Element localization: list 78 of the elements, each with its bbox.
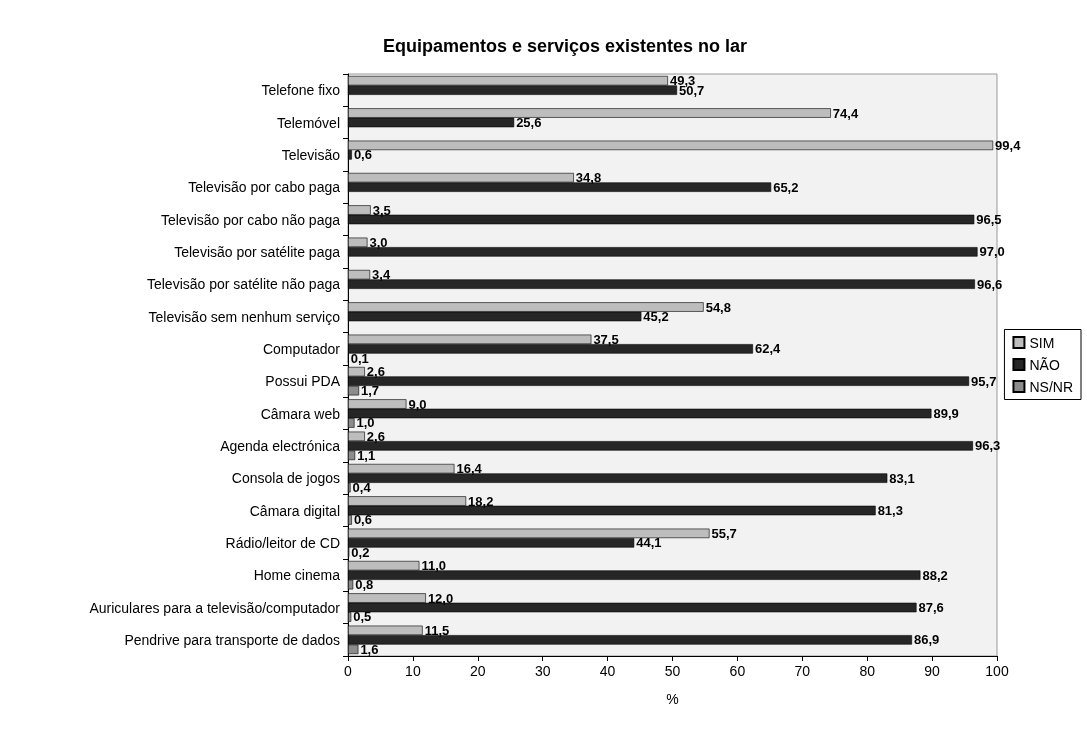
y-tick-label: Auriculares para a televisão/computador: [89, 599, 341, 616]
data-label: 55,7: [711, 525, 737, 541]
data-label: 9,0: [408, 396, 427, 412]
data-label: 11,5: [424, 622, 450, 638]
data-label: 96,5: [976, 212, 1002, 227]
x-axis-title: %: [666, 691, 679, 707]
y-tick-label: Televisão por satélite não paga: [146, 276, 341, 293]
y-tick-label: Computador: [262, 340, 341, 357]
data-label: 81,3: [877, 503, 903, 518]
x-tick-label: 40: [599, 663, 616, 679]
y-tick-label: Agenda electrónica: [220, 437, 341, 454]
data-label: 0,8: [355, 577, 374, 593]
data-label: 37,5: [593, 331, 619, 347]
data-label: 88,2: [922, 567, 948, 583]
data-label: 62,4: [754, 341, 782, 357]
x-tick-label: 80: [859, 663, 876, 679]
data-label: 45,2: [643, 309, 669, 324]
x-tick-label: 20: [470, 663, 486, 679]
y-tick-label: Rádio/leitor de CD: [225, 534, 340, 551]
legend-label: NÃO: [1029, 356, 1060, 373]
data-label: 54,8: [705, 299, 731, 315]
x-tick-label: 10: [405, 663, 421, 679]
y-tick-label: Televisão por satélite paga: [174, 243, 341, 260]
x-tick-label: 0: [344, 663, 353, 679]
data-label: 96,6: [976, 276, 1003, 292]
data-label: 96,3: [974, 438, 1001, 454]
data-label: 0,1: [350, 350, 369, 366]
data-label: 11,0: [421, 558, 446, 574]
y-tick-label: Câmara web: [260, 405, 341, 422]
y-tick-label: Televisão sem nenhum serviço: [148, 308, 341, 325]
data-label: 83,1: [889, 470, 915, 486]
data-label: 0,6: [353, 512, 372, 528]
data-label: 0,4: [352, 480, 372, 496]
data-label: 18,2: [468, 493, 494, 509]
y-tick-label: Telemóvel: [276, 114, 340, 131]
data-label: 44,1: [636, 535, 662, 551]
data-label: 97,0: [979, 244, 1005, 260]
data-label: 89,9: [933, 406, 959, 421]
data-label: 25,6: [516, 115, 542, 130]
data-label: 2,6: [366, 364, 385, 380]
x-tick-label: 60: [729, 663, 746, 679]
x-tick-label: 100: [985, 663, 1009, 679]
y-tick-label: Televisão por cabo não paga: [160, 211, 341, 228]
legend-label: SIM: [1029, 334, 1055, 351]
data-label: 0,5: [353, 609, 372, 625]
legend-label: NS/NR: [1029, 378, 1073, 395]
data-label: 1,1: [357, 447, 376, 463]
data-label: 95,7: [971, 373, 997, 389]
y-tick-label: Televisão por cabo paga: [188, 179, 341, 196]
data-label: 12,0: [427, 590, 454, 606]
x-tick-label: 30: [534, 663, 551, 679]
data-label: 87,6: [918, 600, 944, 615]
y-tick-label: Home cinema: [253, 567, 341, 584]
data-label: 3,5: [372, 202, 391, 218]
data-label: 3,4: [372, 267, 391, 283]
chart-title: Equipamentos e serviços existentes no lar: [382, 36, 748, 56]
data-label: 16,4: [456, 461, 483, 477]
y-tick-label: Televisão: [281, 146, 341, 163]
y-tick-label: Consola de jogos: [231, 470, 340, 487]
y-tick-label: Câmara digital: [249, 502, 340, 519]
data-label: 34,8: [575, 170, 602, 186]
data-label: 65,2: [773, 179, 799, 195]
data-label: 2,6: [366, 428, 385, 444]
data-label: 1,0: [356, 415, 375, 431]
x-tick-label: 90: [924, 663, 941, 679]
y-tick-label: Pendrive para transporte de dados: [124, 631, 340, 648]
x-tick-label: 70: [794, 663, 811, 679]
data-label: 99,4: [995, 137, 1022, 153]
y-tick-label: Possui PDA: [265, 373, 341, 390]
data-label: 1,6: [360, 641, 379, 657]
data-label: 0,6: [353, 147, 372, 163]
y-tick-label: Telefone fixo: [261, 82, 341, 99]
data-label: 3,0: [369, 234, 388, 250]
x-tick-label: 50: [664, 663, 681, 679]
data-label: 1,7: [361, 383, 380, 399]
data-label: 0,2: [351, 544, 370, 560]
data-label: 74,4: [832, 105, 859, 121]
data-label: 86,9: [913, 632, 940, 648]
